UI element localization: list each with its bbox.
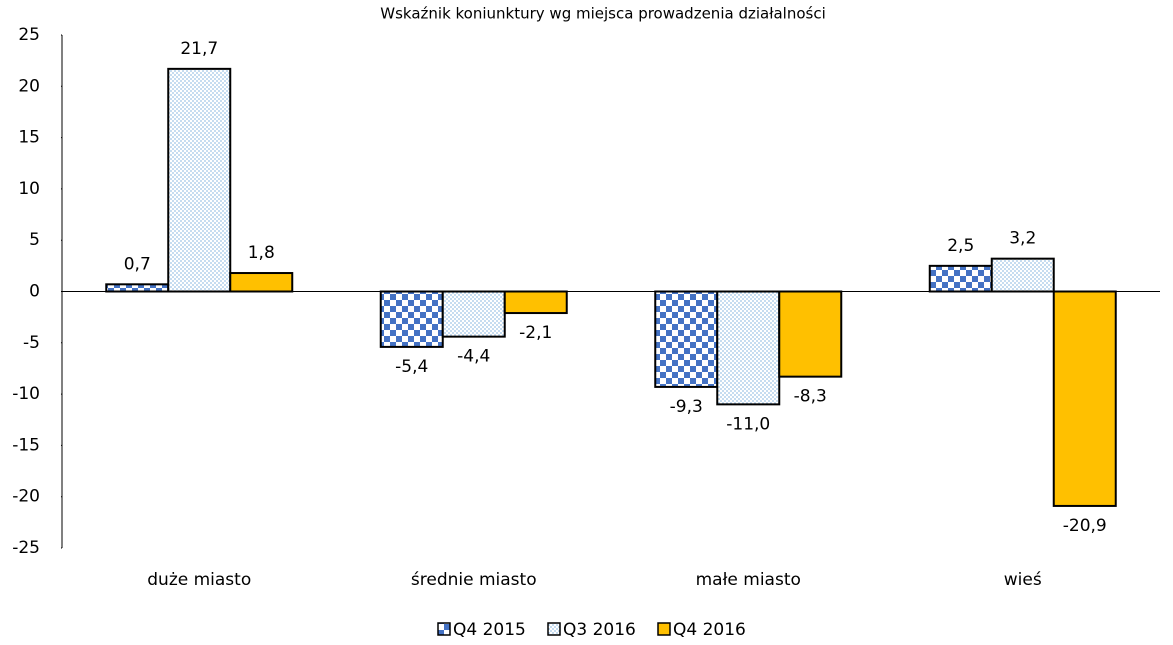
value-label: 21,7 — [180, 39, 218, 59]
bar — [441, 290, 506, 338]
bar — [229, 272, 294, 293]
value-label: -4,4 — [457, 347, 490, 367]
bar — [928, 264, 993, 293]
value-label: -5,4 — [395, 357, 428, 377]
bar — [654, 290, 719, 388]
y-tick-label: 0 — [29, 282, 40, 302]
value-label: -9,3 — [670, 397, 703, 417]
value-label: -20,9 — [1063, 516, 1107, 536]
bar — [990, 257, 1055, 293]
bar — [379, 290, 444, 348]
value-label: 2,5 — [947, 236, 974, 256]
x-tick-label: małe miasto — [696, 570, 801, 590]
value-label: -8,3 — [794, 387, 827, 407]
y-tick-label: -5 — [23, 333, 40, 353]
legend-label: Q4 2016 — [673, 620, 746, 640]
x-tick-label: duże miasto — [147, 570, 251, 590]
y-tick-label: -20 — [12, 487, 40, 507]
bar — [1052, 290, 1117, 507]
value-label: 0,7 — [124, 254, 151, 274]
y-tick-label: 20 — [18, 76, 40, 96]
legend-swatch — [437, 622, 451, 636]
x-tick-label: średnie miasto — [411, 570, 537, 590]
chart-title: Wskaźnik koniunktury wg miejsca prowadze… — [380, 5, 825, 23]
legend-swatch — [547, 622, 561, 636]
legend-label: Q4 2015 — [453, 620, 526, 640]
y-tick-label: -10 — [12, 384, 40, 404]
y-tick-label: 25 — [18, 25, 40, 45]
bar — [105, 283, 170, 293]
value-label: 3,2 — [1009, 229, 1036, 249]
value-label: -11,0 — [726, 414, 770, 434]
bar — [167, 67, 232, 293]
y-tick-label: -15 — [12, 435, 40, 455]
bar — [716, 290, 781, 406]
value-label: 1,8 — [248, 243, 275, 263]
y-tick-label: 15 — [18, 128, 40, 148]
x-tick-label: wieś — [1004, 570, 1042, 590]
value-label: -2,1 — [519, 323, 552, 343]
y-tick-label: 10 — [18, 179, 40, 199]
y-tick-label: 5 — [29, 230, 40, 250]
bar — [503, 290, 568, 315]
legend-label: Q3 2016 — [563, 620, 636, 640]
legend-swatch — [657, 622, 671, 636]
bar — [778, 290, 843, 378]
y-tick-label: -25 — [12, 538, 40, 558]
